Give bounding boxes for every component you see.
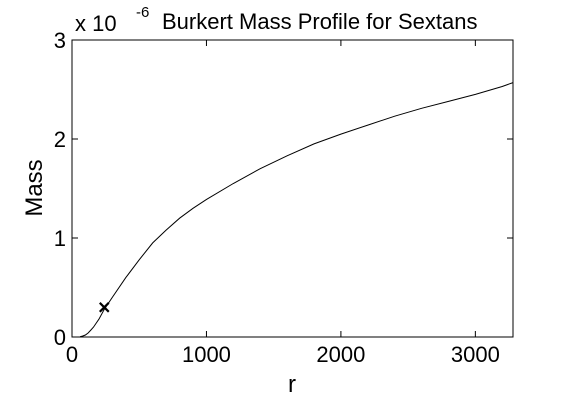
plot-frame [71,39,514,338]
y-tick-label: 2 [54,127,66,152]
x-tick-label: 3000 [451,342,500,367]
data-point-marker [98,302,110,313]
y-tick-label: 3 [54,28,66,53]
x-tick-label: 0 [66,342,78,367]
x-axis-label: r [288,371,296,398]
series-layer [79,82,514,338]
marker-layer [98,302,110,313]
y-tick-label: 0 [54,325,66,350]
y-scale-exponent: -6 [136,4,149,21]
plot-area [72,40,513,337]
series-line [79,82,514,338]
y-scale-prefix: x 10 [75,11,117,36]
chart-title: Burkert Mass Profile for Sextans [162,9,477,34]
ticks-layer: 0 1000 2000 3000 0 1 2 3 [54,28,513,367]
y-tick-label: 1 [54,226,66,251]
x-tick-label: 1000 [182,342,231,367]
y-axis-label: Mass [21,159,48,216]
x-tick-label: 2000 [316,342,365,367]
